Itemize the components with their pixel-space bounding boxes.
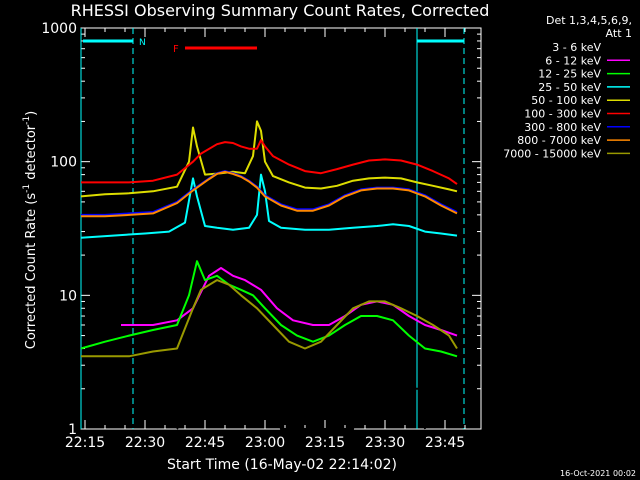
series-line-5 [80,120,458,198]
y-label-sup1: -1 [22,184,32,193]
x-tick-label: 23:45 [425,435,465,451]
legend-header-1: Det 1,3,4,5,6,9, [546,14,632,27]
series-line-8 [81,170,458,218]
x-tick-label: 23:30 [365,435,405,451]
x-axis-ticks: 22:15 22:30 22:45 23:00 23:15 23:30 23:45 [65,28,466,451]
series-line-4 [80,173,458,239]
x-tick-label: 22:45 [185,435,225,451]
y-axis-label: Corrected Count Rate (s-1 detector-1) [22,111,39,349]
legend-header-2: Att 1 [606,27,632,40]
y-tick-label: 1000 [41,21,77,37]
x-tick-label: 23:15 [305,435,345,451]
x-axis-label: Start Time (16-May-02 22:14:02) [167,457,397,473]
legend-label-3: 12 - 25 keV [538,68,601,81]
series-lines [80,120,458,430]
legend-label-5: 50 - 100 keV [531,94,601,107]
x-tick-label: 23:00 [245,435,285,451]
series-line-1 [176,334,426,430]
y-tick-label: 1 [68,422,77,438]
y-label-part1: Corrected Count Rate (s [24,193,39,350]
legend-label-6: 100 - 300 keV [524,108,601,121]
y-label-part2: detector [24,124,39,184]
legend-label-1: 3 - 6 keV [552,41,601,54]
legend-label-7: 300 - 800 keV [524,121,601,134]
x-tick-label: 22:30 [125,435,165,451]
y-label-sup2: -1 [22,116,32,125]
chart-title: RHESSI Observing Summary Count Rates, Co… [71,1,490,20]
legend-label-8: 800 - 7000 keV [517,134,601,147]
legend-label-2: 6 - 12 keV [545,54,601,67]
footer-timestamp: 16-Oct-2021 00:02 [560,469,636,478]
y-tick-label: 100 [50,155,77,171]
x-tick-label: 22:15 [65,435,105,451]
legend-label-9: 7000 - 15000 keV [503,147,601,160]
flare-label: F [173,44,179,55]
night-label: N [139,38,146,48]
series-line-3 [80,260,458,358]
y-tick-label: 10 [59,288,77,304]
legend-label-4: 25 - 50 keV [538,81,601,94]
series-line-6 [81,139,458,185]
night-flare-markers: NF [80,28,465,429]
series-line-9 [81,279,458,358]
y-label-part3: ) [24,111,39,116]
y-axis-ticks: 1 10 100 1000 [41,21,481,438]
